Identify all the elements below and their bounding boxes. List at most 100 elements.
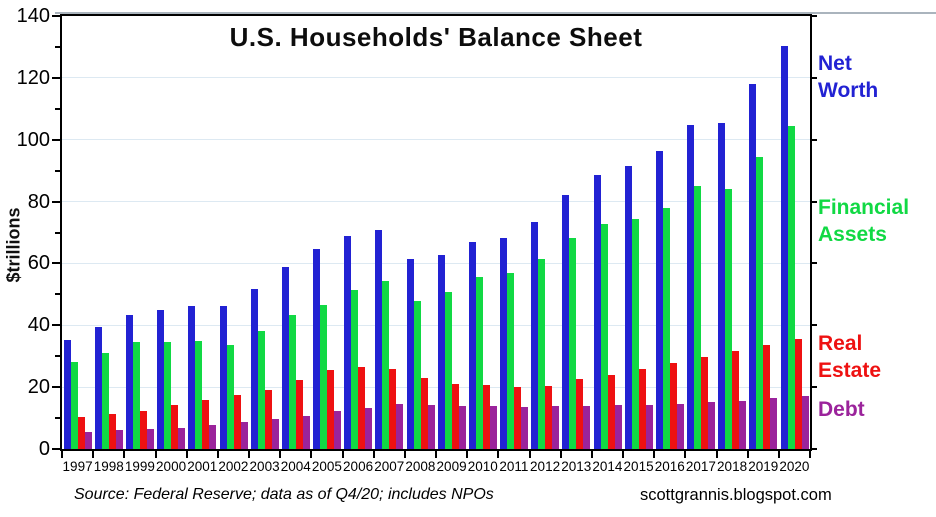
legend-net-worth-line1: Net — [818, 52, 852, 75]
y-tick-60 — [52, 262, 60, 265]
bar-net-worth-2017 — [687, 124, 695, 449]
y-tick-label-60: 60 — [27, 252, 50, 275]
y-tick-50 — [55, 293, 60, 296]
gridline-20 — [62, 386, 810, 388]
bar-financial-assets-2015 — [631, 218, 639, 449]
x-year-label-2000: 2000 — [156, 459, 187, 474]
x-year-label-2017: 2017 — [685, 459, 716, 474]
x-tick-4 — [185, 451, 188, 458]
chart-title: U.S. Households' Balance Sheet — [229, 22, 643, 52]
y-tick-label-140: 140 — [16, 5, 50, 27]
bar-debt-2014 — [614, 405, 622, 449]
source-note: Source: Federal Reserve; data as of Q4/2… — [74, 486, 494, 503]
x-year-label-2007: 2007 — [374, 459, 405, 474]
bar-financial-assets-2014 — [600, 223, 608, 449]
bar-real-estate-2016 — [669, 363, 677, 449]
y-tick-right-140 — [812, 15, 817, 17]
bar-real-estate-2018 — [732, 350, 740, 449]
legend-financial-assets-line1: Financial — [818, 196, 910, 219]
x-year-label-2004: 2004 — [280, 459, 311, 474]
y-tick-30 — [55, 355, 60, 358]
bar-debt-2007 — [396, 404, 404, 449]
bar-real-estate-2019 — [763, 344, 771, 449]
x-tick-0 — [61, 451, 63, 458]
bar-debt-2019 — [770, 397, 778, 449]
x-year-label-2019: 2019 — [748, 459, 779, 474]
x-year-label-2020: 2020 — [779, 459, 810, 474]
bar-net-worth-2007 — [375, 230, 383, 449]
bar-financial-assets-2009 — [444, 291, 452, 449]
bar-financial-assets-2007 — [382, 280, 390, 449]
plot-area — [62, 16, 810, 449]
y-tick-70 — [55, 231, 60, 234]
bar-financial-assets-2012 — [538, 258, 546, 449]
y-tick-right-100 — [812, 138, 817, 141]
bar-net-worth-1998 — [94, 326, 102, 449]
bar-financial-assets-2020 — [787, 125, 795, 449]
bar-financial-assets-1997 — [70, 362, 78, 449]
y-tick-label-100: 100 — [16, 128, 50, 151]
bar-net-worth-2003 — [250, 288, 258, 449]
bar-real-estate-2006 — [358, 366, 366, 449]
bar-net-worth-2000 — [157, 310, 165, 449]
x-year-label-2016: 2016 — [654, 459, 685, 474]
bar-net-worth-2001 — [188, 305, 196, 449]
bar-financial-assets-2000 — [164, 342, 172, 449]
y-tick-10 — [55, 417, 60, 420]
bar-debt-2001 — [209, 424, 217, 449]
x-tick-12 — [435, 451, 437, 458]
bar-debt-2005 — [334, 411, 342, 449]
gridline-40 — [62, 324, 810, 326]
gridline-60 — [62, 262, 810, 264]
bar-net-worth-2014 — [593, 175, 601, 449]
x-year-label-2011: 2011 — [499, 459, 529, 474]
bar-real-estate-2012 — [545, 385, 553, 449]
bar-net-worth-2015 — [624, 166, 632, 449]
y-tick-0 — [52, 448, 60, 450]
y-tick-80 — [52, 200, 60, 203]
bar-debt-2020 — [801, 396, 809, 449]
y-tick-label-80: 80 — [27, 190, 50, 213]
y-tick-label-0: 0 — [38, 438, 50, 460]
bar-real-estate-2013 — [576, 379, 584, 449]
bar-real-estate-2002 — [233, 394, 241, 449]
x-tick-5 — [216, 451, 219, 458]
bar-debt-2013 — [583, 405, 591, 449]
x-tick-18 — [622, 451, 624, 458]
bar-net-worth-2004 — [281, 266, 289, 449]
x-year-label-2002: 2002 — [218, 459, 249, 474]
x-tick-20 — [684, 451, 687, 458]
x-tick-16 — [559, 451, 562, 458]
bar-financial-assets-2004 — [288, 314, 296, 449]
x-tick-17 — [590, 451, 593, 458]
y-tick-label-20: 20 — [27, 376, 50, 399]
bar-financial-assets-2011 — [507, 272, 515, 449]
bar-net-worth-2008 — [406, 258, 414, 449]
y-tick-label-120: 120 — [16, 66, 50, 89]
x-tick-22 — [746, 451, 749, 458]
bar-real-estate-2020 — [794, 338, 802, 449]
y-tick-right-80 — [812, 200, 817, 203]
y-tick-40 — [52, 324, 60, 327]
x-tick-14 — [497, 451, 500, 458]
x-year-label-1997: 1997 — [62, 459, 93, 474]
bar-financial-assets-2016 — [662, 207, 670, 449]
bar-financial-assets-2019 — [756, 157, 764, 449]
x-year-label-2001: 2001 — [187, 459, 218, 474]
x-tick-23 — [777, 451, 780, 458]
bar-real-estate-1999 — [140, 410, 148, 449]
bar-real-estate-2003 — [264, 390, 272, 449]
legend-financial-assets-line2: Assets — [818, 223, 887, 246]
bar-debt-2000 — [178, 427, 186, 449]
x-year-label-2014: 2014 — [592, 459, 623, 474]
x-year-label-2015: 2015 — [623, 459, 654, 474]
x-tick-15 — [528, 451, 531, 458]
bar-net-worth-2016 — [655, 150, 663, 449]
bar-net-worth-2011 — [500, 237, 508, 449]
bar-net-worth-2012 — [531, 221, 539, 449]
bar-debt-2011 — [521, 406, 529, 449]
x-year-label-1998: 1998 — [93, 459, 124, 474]
bar-net-worth-2009 — [437, 254, 445, 449]
x-tick-24 — [809, 451, 811, 458]
